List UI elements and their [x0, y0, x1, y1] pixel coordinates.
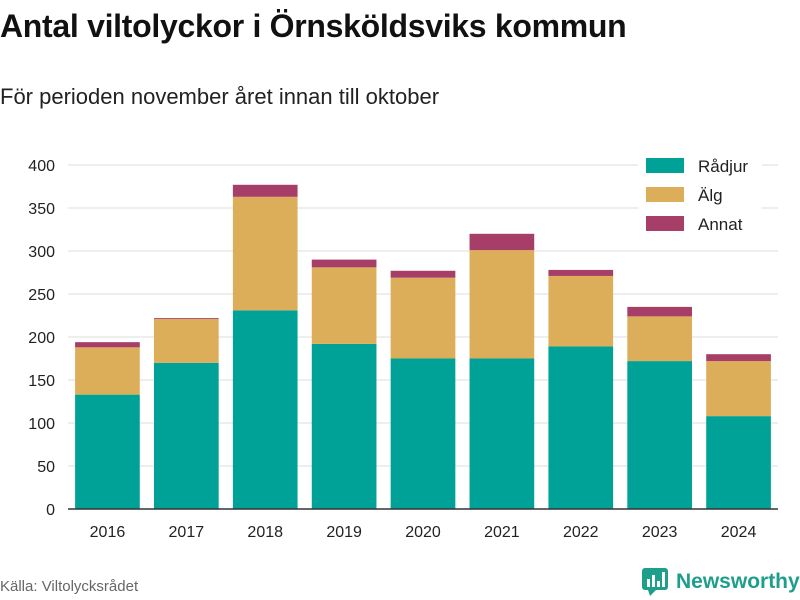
bar-segment: [153, 318, 219, 363]
legend-swatch: [646, 187, 684, 202]
bar-segment: [75, 342, 140, 348]
y-tick-label: 100: [28, 416, 55, 433]
bar-segment: [153, 318, 219, 319]
bar-segment: [706, 416, 771, 509]
bar-segment: [469, 358, 535, 509]
x-tick-label: 2022: [563, 524, 599, 541]
legend-label: Rådjur: [698, 157, 748, 176]
y-tick-label: 50: [37, 459, 55, 476]
bar-segment: [548, 275, 614, 347]
x-tick-label: 2016: [90, 524, 126, 541]
y-tick-label: 200: [28, 330, 55, 347]
x-tick-label: 2019: [326, 524, 362, 541]
x-tick-label: 2017: [169, 524, 205, 541]
y-tick-label: 0: [46, 502, 55, 519]
x-tick-label: 2021: [484, 524, 520, 541]
bar-segment: [469, 233, 535, 251]
x-tick-label: 2018: [247, 524, 283, 541]
bar-segment: [311, 343, 377, 509]
bar-segment: [390, 277, 456, 359]
bar-segment: [627, 316, 693, 362]
bar-segment: [627, 306, 693, 317]
bar-segment: [311, 267, 377, 344]
source-note: Källa: Viltolycksrådet: [0, 578, 139, 595]
bar-segment: [469, 250, 535, 359]
bars: [75, 184, 771, 509]
y-tick-label: 250: [28, 287, 55, 304]
bar-segment: [390, 358, 456, 509]
bar-segment: [75, 347, 140, 395]
stacked-bar-chart: 0 50 100 150 200 250 300 350 400 2016 2017 2018 2019…: [28, 150, 778, 541]
y-tick-label: 400: [28, 158, 55, 175]
legend-swatch: [646, 158, 684, 173]
bar-segment: [232, 184, 298, 197]
x-tick-label: 2020: [405, 524, 441, 541]
bar-segment: [706, 354, 771, 362]
bar-segment: [75, 394, 140, 509]
bar-segment: [153, 362, 219, 509]
y-tick-label: 300: [28, 244, 55, 261]
y-tick-label: 150: [28, 373, 55, 390]
legend: Rådjur Älg Annat: [638, 150, 762, 236]
bar-segment: [390, 270, 456, 278]
brand-name: Newsworthy: [676, 570, 800, 593]
x-tick-label: 2024: [721, 524, 757, 541]
bar-segment: [627, 361, 693, 509]
newsworthy-logo-icon: [642, 568, 668, 596]
brand-logo: Newsworthy: [642, 568, 800, 596]
chart-subtitle: För perioden november året innan till ok…: [0, 84, 440, 109]
bar-segment: [548, 269, 614, 276]
bar-segment: [232, 310, 298, 509]
legend-swatch: [646, 216, 684, 231]
legend-label: Älg: [698, 186, 723, 205]
bar-segment: [311, 259, 377, 268]
axes: 0 50 100 150 200 250 300 350 400 2016 2017 2018 2019…: [28, 158, 778, 541]
x-tick-label: 2023: [642, 524, 678, 541]
bar-segment: [548, 346, 614, 509]
y-tick-label: 350: [28, 201, 55, 218]
legend-label: Annat: [698, 215, 743, 234]
bar-segment: [706, 361, 771, 417]
chart-title: Antal viltolyckor i Örnsköldsviks kommun: [0, 8, 627, 44]
bar-segment: [232, 196, 298, 311]
